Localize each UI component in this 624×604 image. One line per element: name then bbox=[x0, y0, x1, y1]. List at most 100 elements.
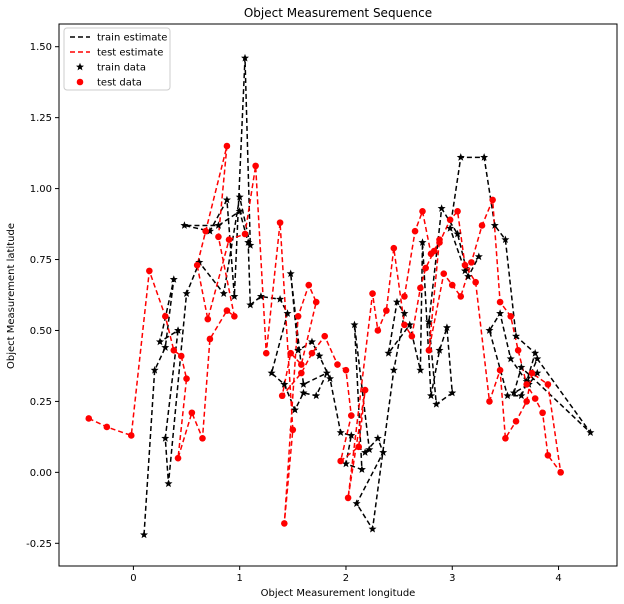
x-tick-label: 3 bbox=[449, 573, 455, 584]
y-tick-label: 0.25 bbox=[30, 397, 52, 408]
data-point bbox=[164, 479, 173, 488]
data-point bbox=[401, 293, 408, 300]
data-point bbox=[205, 226, 214, 235]
data-point bbox=[384, 348, 393, 357]
data-point bbox=[464, 272, 473, 280]
data-point bbox=[400, 309, 409, 317]
legend-item: train estimate bbox=[70, 33, 167, 44]
data-point bbox=[454, 207, 461, 215]
data-point bbox=[456, 153, 465, 161]
data-point bbox=[432, 400, 441, 408]
data-point bbox=[418, 238, 427, 246]
legend-circle-swatch bbox=[76, 78, 84, 86]
data-point bbox=[146, 267, 153, 275]
series-train-data bbox=[140, 53, 595, 539]
legend-box bbox=[63, 27, 171, 91]
data-point bbox=[379, 448, 388, 456]
data-point bbox=[230, 292, 239, 300]
legend-star-swatch bbox=[76, 62, 84, 71]
data-point bbox=[480, 153, 489, 161]
data-point bbox=[287, 349, 295, 357]
data-point bbox=[512, 417, 520, 425]
data-point bbox=[509, 388, 518, 397]
data-point bbox=[299, 380, 308, 388]
data-point bbox=[223, 307, 231, 314]
data-point bbox=[523, 381, 530, 388]
data-point bbox=[215, 233, 222, 241]
data-point bbox=[528, 369, 536, 377]
data-point bbox=[355, 443, 363, 451]
data-point bbox=[202, 227, 209, 235]
data-point bbox=[352, 499, 361, 507]
data-point bbox=[517, 391, 526, 400]
data-point bbox=[446, 224, 455, 232]
data-point bbox=[321, 332, 329, 340]
data-point bbox=[496, 309, 505, 317]
data-point bbox=[334, 361, 341, 368]
axes: 0 1 2 3 4 -0.25 0.00 0.25 0.50 0.75 1.00 1.25 1.50 bbox=[26, 23, 618, 584]
data-point bbox=[435, 346, 444, 354]
data-point bbox=[347, 412, 355, 419]
data-point bbox=[425, 347, 433, 354]
data-point bbox=[503, 391, 512, 400]
x-tick-label: 1 bbox=[236, 573, 242, 584]
data-point bbox=[427, 250, 435, 258]
data-point bbox=[206, 335, 214, 343]
data-point bbox=[544, 381, 552, 388]
y-tick-label: 0.00 bbox=[30, 468, 52, 479]
legend-item: test data bbox=[76, 78, 142, 89]
data-point bbox=[294, 346, 303, 354]
data-point bbox=[235, 192, 244, 201]
data-point bbox=[174, 454, 182, 462]
y-tick-label: -0.25 bbox=[26, 539, 52, 550]
data-point bbox=[496, 366, 504, 374]
legend-item: train data bbox=[76, 63, 146, 74]
data-point bbox=[442, 323, 451, 332]
data-point bbox=[312, 298, 320, 306]
data-point bbox=[161, 434, 170, 442]
data-point bbox=[276, 219, 284, 226]
data-point bbox=[531, 395, 539, 402]
data-point bbox=[416, 366, 425, 374]
x-tick-label: 0 bbox=[130, 573, 136, 584]
data-point bbox=[341, 459, 350, 468]
data-point bbox=[262, 349, 270, 357]
y-tick-label: 1.00 bbox=[30, 184, 52, 195]
legend: train estimate test estimate train data tes… bbox=[63, 27, 171, 91]
data-point bbox=[161, 312, 169, 320]
data-point bbox=[533, 354, 542, 363]
data-point bbox=[183, 375, 190, 383]
data-point bbox=[231, 312, 238, 320]
data-point bbox=[368, 524, 377, 533]
data-point bbox=[472, 278, 479, 286]
data-point bbox=[411, 227, 419, 235]
series-line bbox=[88, 145, 562, 524]
data-point bbox=[150, 366, 159, 374]
y-axis-label: Object Measurement latitude bbox=[6, 223, 17, 369]
legend-label: train estimate bbox=[97, 33, 167, 44]
data-point bbox=[401, 321, 408, 329]
data-point bbox=[344, 494, 352, 502]
y-tick-label: 0.75 bbox=[30, 255, 52, 266]
legend-label: test data bbox=[97, 78, 142, 89]
data-point bbox=[417, 284, 424, 292]
data-point bbox=[517, 363, 526, 371]
plot-frame bbox=[58, 23, 618, 567]
data-point bbox=[235, 207, 244, 215]
data-point bbox=[486, 398, 493, 405]
data-point bbox=[289, 426, 297, 434]
y-tick-label: 0.50 bbox=[30, 326, 52, 337]
data-point bbox=[523, 398, 530, 405]
data-point bbox=[389, 366, 398, 374]
data-point bbox=[461, 261, 469, 269]
data-point bbox=[390, 244, 398, 252]
data-point bbox=[170, 347, 178, 354]
data-point bbox=[501, 235, 510, 244]
data-point bbox=[307, 337, 316, 346]
series-test-data bbox=[85, 142, 564, 527]
data-point bbox=[256, 292, 265, 300]
data-point bbox=[448, 281, 456, 289]
data-point bbox=[286, 269, 295, 278]
data-point bbox=[461, 266, 470, 275]
